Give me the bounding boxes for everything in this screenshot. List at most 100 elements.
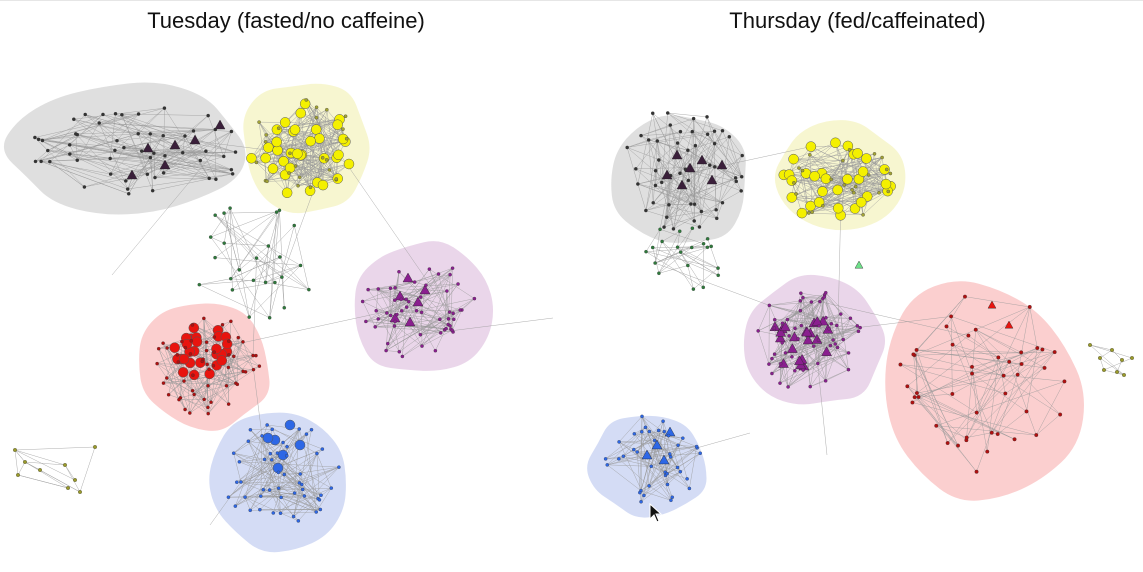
hub-purple <box>779 321 791 332</box>
node-red <box>934 423 939 428</box>
node-purple <box>384 348 388 353</box>
node-blue <box>685 477 689 481</box>
node-purple <box>780 321 785 325</box>
node-red <box>1042 365 1047 370</box>
hub-yellow <box>786 192 798 203</box>
node-blue <box>270 458 274 462</box>
node-blue <box>319 493 323 497</box>
node-gray <box>713 165 717 169</box>
node-gray <box>97 121 101 125</box>
node-purple <box>418 295 423 299</box>
node-purple <box>456 282 460 286</box>
node-red <box>944 324 949 329</box>
node-blue <box>239 480 243 484</box>
node-isolate <box>13 448 17 452</box>
node-gray <box>148 155 153 160</box>
node-purple <box>856 329 861 334</box>
node-blue <box>279 495 283 500</box>
node-red <box>207 367 211 371</box>
hub-yellow <box>310 124 322 135</box>
node-purple <box>822 295 827 299</box>
node-yellow <box>806 211 811 215</box>
node-green <box>208 235 213 239</box>
node-purple <box>848 316 853 321</box>
node-red <box>970 371 975 376</box>
node-purple <box>412 280 417 284</box>
node-blue <box>676 443 680 448</box>
node-red <box>1035 346 1040 351</box>
node-gray <box>183 134 187 138</box>
hub-yellow <box>849 203 861 214</box>
node-green <box>690 245 694 250</box>
hub-gray <box>661 169 673 180</box>
node-red <box>204 340 209 344</box>
node-blue <box>298 472 303 476</box>
node-blue <box>662 429 667 434</box>
node-gray <box>191 129 196 133</box>
node-gray <box>139 149 144 153</box>
node-purple <box>448 324 452 328</box>
node-yellow <box>277 126 281 130</box>
node-red <box>189 339 194 343</box>
hub-gray <box>706 174 718 185</box>
node-gray <box>693 143 698 148</box>
node-red <box>916 395 921 399</box>
node-gray <box>40 138 45 143</box>
node-gray <box>662 225 666 229</box>
node-red <box>156 346 161 351</box>
node-blue <box>282 472 287 477</box>
node-isolate <box>73 478 77 482</box>
node-red <box>235 382 240 387</box>
hub-gray <box>684 162 696 173</box>
hub-red <box>178 353 190 365</box>
hub-yellow <box>332 119 343 130</box>
node-isolate <box>1120 358 1124 362</box>
node-yellow <box>884 167 889 172</box>
node-purple <box>780 341 784 345</box>
node-yellow <box>288 151 292 156</box>
node-blue <box>314 510 318 514</box>
node-blue <box>666 433 671 438</box>
node-purple <box>404 297 408 301</box>
node-green <box>292 223 297 228</box>
hub-purple <box>801 326 813 337</box>
node-purple <box>772 317 777 322</box>
node-gray <box>136 131 141 136</box>
node-purple <box>446 317 451 321</box>
node-red <box>206 384 210 388</box>
node-blue <box>302 494 307 498</box>
node-gray <box>678 129 683 134</box>
node-blue <box>694 444 699 449</box>
node-yellow <box>344 136 349 141</box>
hub-gray <box>142 142 154 153</box>
node-yellow <box>327 168 332 172</box>
node-blue <box>271 511 276 515</box>
node-red <box>912 395 917 400</box>
node-red <box>985 449 990 454</box>
node-green <box>705 245 710 250</box>
node-blue <box>309 427 314 432</box>
hub-purple <box>787 343 798 353</box>
node-gray <box>145 172 150 177</box>
node-red <box>911 352 916 357</box>
node-blue <box>226 495 231 499</box>
node-green <box>197 282 202 287</box>
node-yellow <box>263 140 268 144</box>
node-gray <box>163 154 167 158</box>
node-yellow <box>842 183 847 187</box>
node-purple <box>393 319 397 324</box>
node-purple <box>414 309 419 313</box>
node-purple <box>829 321 834 326</box>
node-yellow <box>343 114 348 118</box>
node-purple <box>817 324 821 328</box>
node-green <box>247 315 251 319</box>
node-purple <box>818 299 822 304</box>
node-yellow <box>841 158 845 163</box>
node-green <box>222 241 226 245</box>
node-red <box>1034 433 1039 438</box>
node-gray <box>115 138 119 143</box>
node-purple <box>424 283 428 287</box>
node-gray <box>75 158 80 162</box>
node-blue <box>237 460 242 464</box>
node-blue <box>665 471 669 476</box>
